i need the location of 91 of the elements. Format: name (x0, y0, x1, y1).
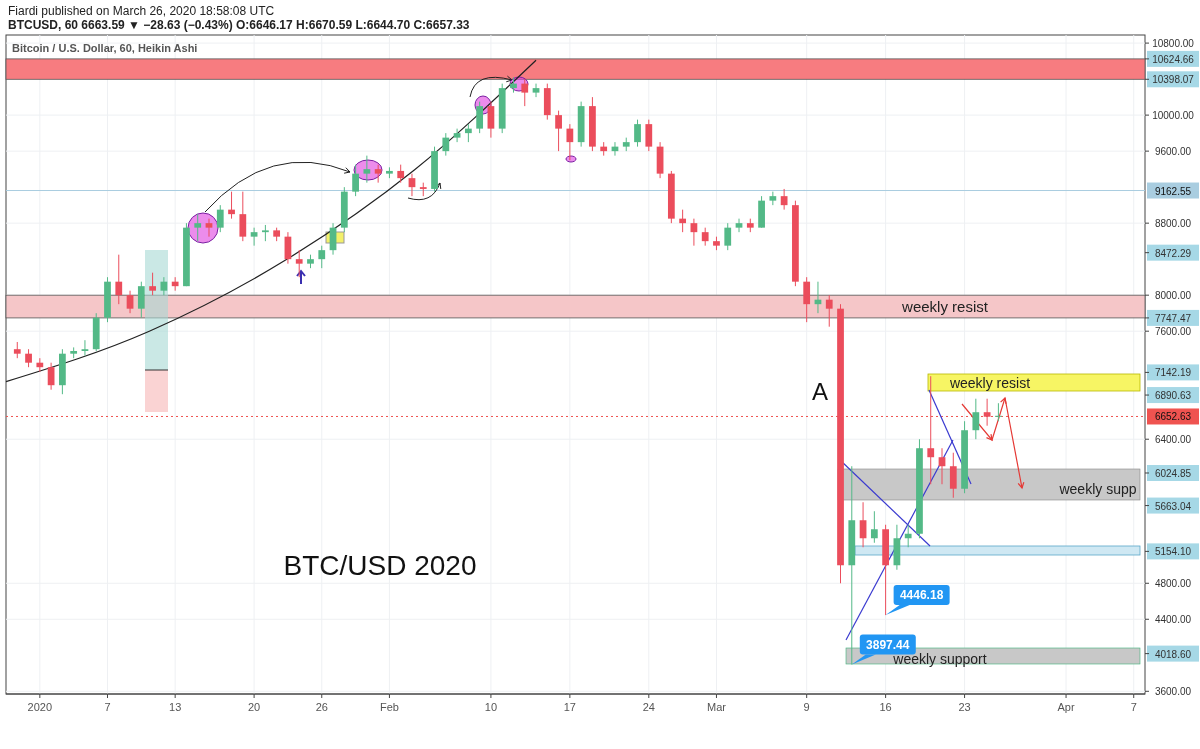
y-tick-label: 6890.63 (1154, 390, 1192, 402)
candlestick (397, 164, 405, 184)
annotation: Bitcoin / U.S. Dollar, 60, Heikin Ashi (12, 42, 198, 54)
line-series (5, 59, 537, 383)
y-tick-label: 3600.00 (1154, 686, 1192, 698)
candlestick (115, 254, 123, 305)
y-tick-label: 7747.47 (1154, 312, 1192, 324)
candlestick (972, 398, 980, 440)
candlestick (803, 276, 811, 323)
candlestick (205, 218, 213, 238)
candlestick (137, 281, 145, 319)
candlestick (228, 191, 235, 220)
candlestick (825, 294, 833, 328)
candlestick (464, 123, 472, 143)
x-tick-label: 10 (484, 701, 498, 713)
candlestick (701, 227, 709, 247)
y-tick-label: 4800.00 (1154, 578, 1192, 590)
candlestick (126, 290, 134, 314)
y-tick-label: 7600.00 (1154, 326, 1192, 338)
annotation: weekly support (892, 651, 987, 667)
candlestick (870, 510, 878, 544)
y-tick-label: 4018.60 (1154, 648, 1192, 660)
y-tick-label: 10624.66 (1152, 53, 1195, 65)
candlestick (250, 227, 258, 247)
candlestick (769, 191, 777, 206)
candlestick (566, 123, 574, 161)
y-tick-label: 7142.19 (1154, 367, 1192, 379)
y-tick-label: 9600.00 (1154, 146, 1192, 158)
band-label: weekly resist (901, 297, 989, 315)
chart-title: Fiardi published on March 26, 2020 18:58:08 UTC (8, 4, 275, 18)
candlestick (216, 204, 224, 233)
candlestick (476, 101, 484, 134)
x-tick-label: 23 (958, 701, 971, 713)
annotation: weekly resist (948, 375, 1031, 391)
candlestick (645, 119, 653, 152)
y-tick-label: 8472.29 (1154, 247, 1192, 259)
ref-line-label: 9162.55 (1154, 185, 1192, 197)
y-tick-label: 6400.00 (1154, 434, 1192, 446)
candlestick (555, 110, 562, 152)
chart-subtitle: BTCUSD, 60 6663.59 ▼ −28.63 (−0.43%) O:6646.17 H:6670.59 L:6644.70 C:6657.33 (8, 18, 470, 32)
y-tick-label: 4400.00 (1154, 614, 1192, 626)
x-tick-label: Mar (706, 701, 727, 713)
y-tick-label: 6024.85 (1154, 468, 1192, 479)
x-tick-label: 2020 (27, 701, 53, 713)
y-tick-label: 5154.10 (1154, 546, 1192, 558)
candlestick (160, 276, 168, 296)
candlestick (453, 128, 461, 143)
x-tick-label: 7 (104, 701, 111, 713)
candlestick (679, 209, 687, 233)
candlestick (149, 272, 156, 296)
y-tick-label: 8800.00 (1154, 218, 1192, 230)
candlestick (521, 78, 529, 107)
candlestick (735, 218, 743, 233)
candlestick (442, 132, 450, 157)
candlestick (239, 191, 247, 242)
candlestick (318, 245, 326, 269)
y-tick-label: 10800.00 (1152, 38, 1195, 50)
x-tick-label: 7 (1130, 701, 1137, 713)
x-tick-label: 24 (642, 701, 655, 713)
candlestick (780, 188, 788, 211)
annotation: A (811, 378, 829, 405)
candlestick (995, 402, 1002, 422)
x-tick-label: 20 (247, 701, 261, 713)
y-tick-label: 8000.00 (1154, 290, 1192, 302)
x-tick-label: 26 (315, 701, 328, 713)
candlestick (487, 101, 495, 139)
ref-line-label: 6652.63 (1154, 411, 1192, 423)
candlestick (374, 164, 382, 184)
annotation: 3897.44 (866, 637, 910, 652)
candlestick (194, 213, 202, 242)
candlestick (532, 83, 540, 98)
y-tick-label: 10398.07 (1152, 74, 1195, 86)
annotation: weekly supp (1058, 481, 1137, 497)
candlestick (949, 452, 957, 499)
y-tick-label: 5663.04 (1154, 500, 1192, 512)
candlestick (81, 339, 89, 356)
candlestick (363, 155, 371, 184)
candlestick (25, 348, 32, 368)
candlestick (634, 119, 641, 148)
y-tick-label: 10000.00 (1152, 110, 1195, 122)
x-tick-label: Feb (379, 701, 399, 713)
candlestick (352, 164, 359, 197)
candlestick (904, 524, 912, 548)
x-tick-label: 9 (803, 701, 810, 713)
annotation: BTC/USD 2020 (283, 550, 477, 581)
candlestick (724, 222, 732, 251)
x-tick-label: 13 (169, 701, 182, 713)
x-tick-label: 16 (879, 701, 892, 713)
x-tick-label: Apr (1057, 701, 1075, 713)
x-tick-label: 17 (563, 701, 576, 713)
annotation: 4446.18 (899, 588, 944, 603)
